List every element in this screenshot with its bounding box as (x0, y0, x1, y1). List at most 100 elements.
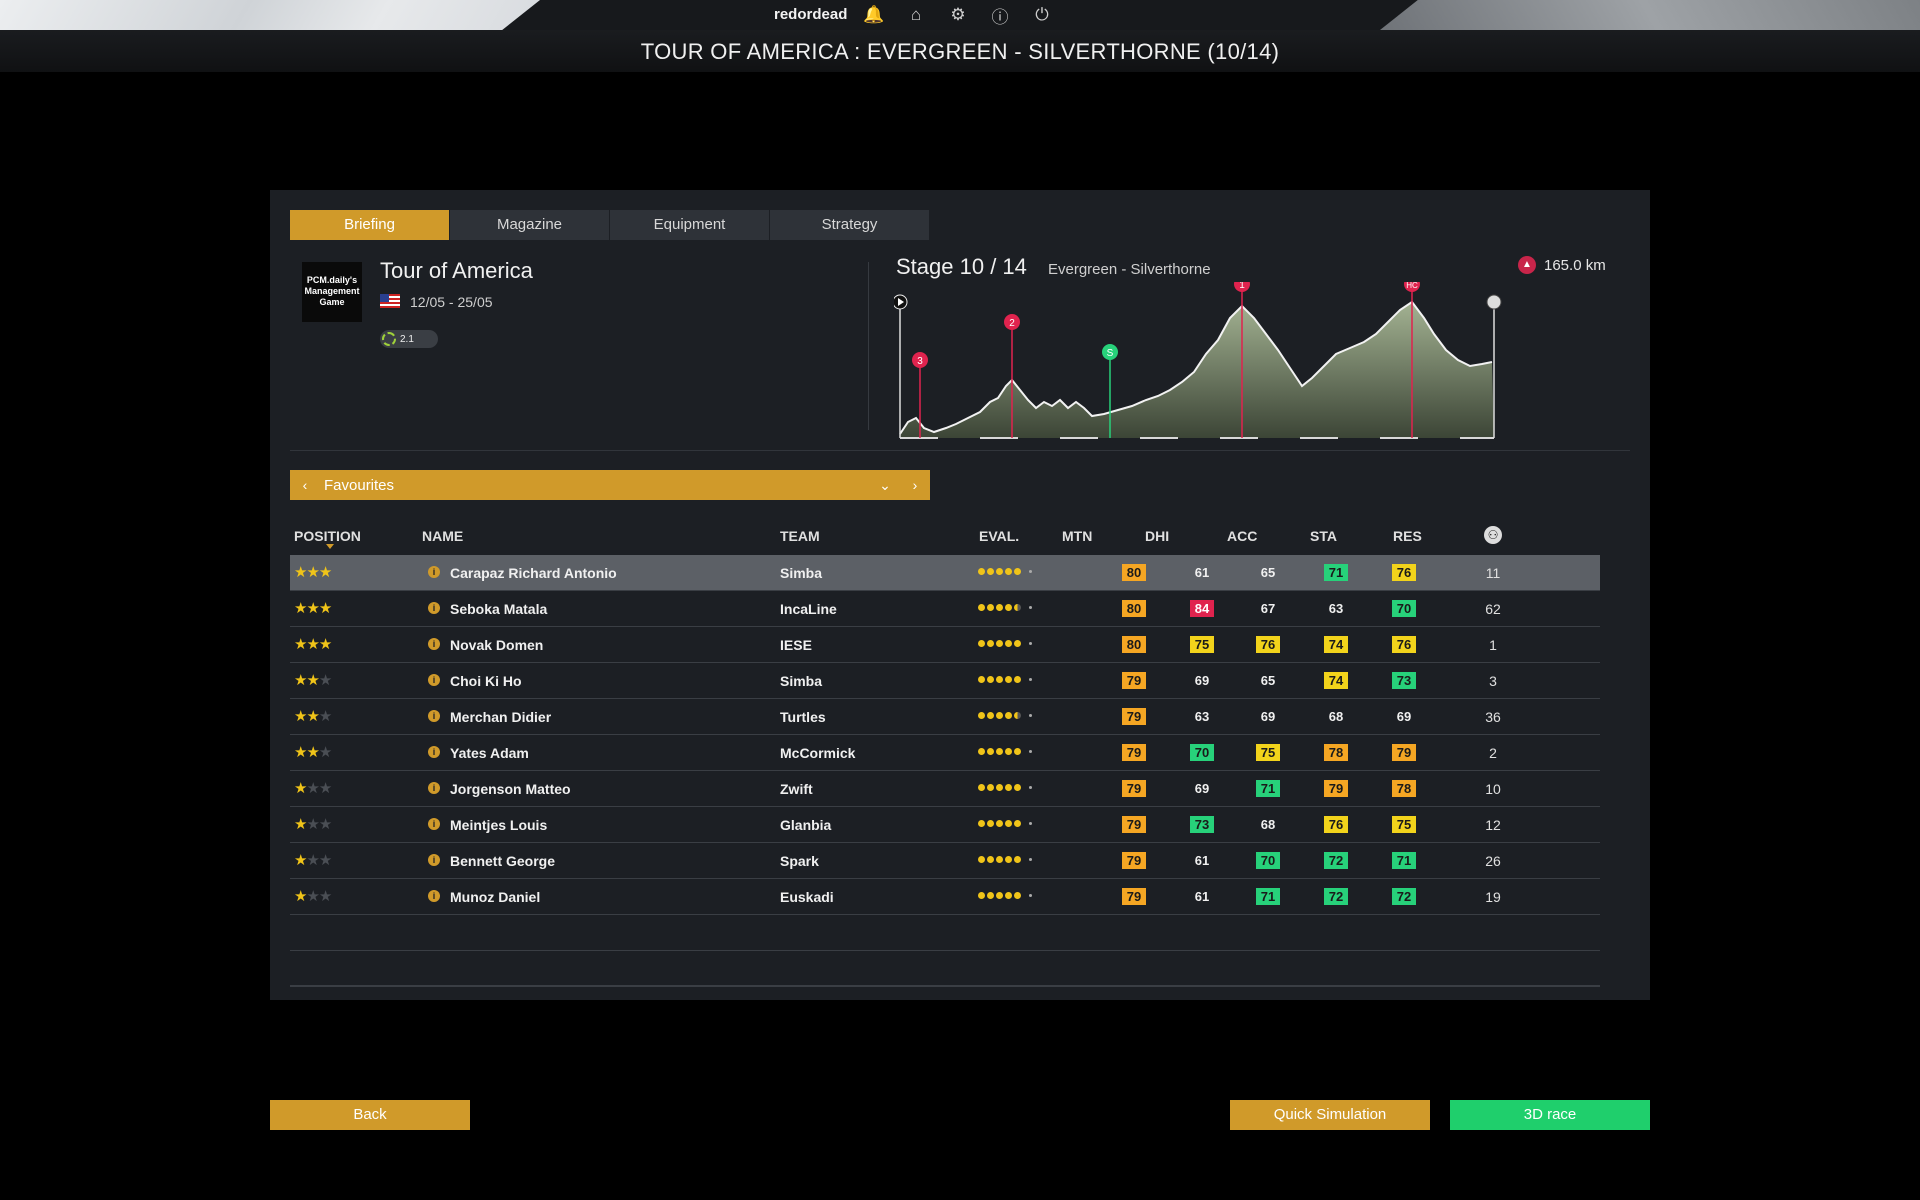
eval-dot (978, 712, 985, 719)
stat-sta: 78 (1324, 744, 1348, 761)
stage-profile-chart[interactable]: 3 2 S 1 HC (894, 282, 1594, 442)
home-icon[interactable]: ⌂ (910, 5, 922, 24)
stat-dhi: 61 (1194, 889, 1210, 904)
star-icon: ★ (294, 852, 307, 869)
stat-sta: 79 (1324, 780, 1348, 797)
rider-info-icon[interactable]: i (428, 854, 440, 866)
rider-name[interactable]: Meintjes Louis (450, 817, 548, 833)
table-row[interactable]: ★★★ i Bennett George Spark 79 61 70 72 71 26 (290, 843, 1600, 879)
rider-name[interactable]: Novak Domen (450, 637, 544, 653)
chevron-left-icon[interactable]: ‹ (302, 477, 308, 493)
climb-marker-2[interactable] (1004, 314, 1020, 330)
eval-dot (1005, 604, 1012, 611)
stat-acc: 68 (1260, 817, 1276, 832)
eval-dot (1014, 604, 1021, 611)
rider-info-icon[interactable]: i (428, 674, 440, 686)
rider-team[interactable]: Euskadi (780, 889, 834, 905)
rider-team[interactable]: Simba (780, 673, 823, 689)
rider-team[interactable]: IESE (780, 637, 812, 653)
col-acc[interactable]: ACC (1227, 528, 1258, 544)
rider-info-icon[interactable]: i (428, 890, 440, 902)
rider-team[interactable]: Spark (780, 853, 819, 869)
col-res[interactable]: RES (1393, 528, 1422, 544)
evaluation-dots (978, 676, 1032, 683)
rider-team[interactable]: Zwift (780, 781, 813, 797)
rider-info-icon[interactable]: i (428, 818, 440, 830)
col-sta[interactable]: STA (1310, 528, 1337, 544)
tab-equipment[interactable]: Equipment (610, 210, 770, 240)
col-mtn[interactable]: MTN (1062, 528, 1093, 544)
climb-label-3: 3 (917, 356, 923, 367)
rider-team[interactable]: IncaLine (780, 601, 837, 617)
table-row[interactable]: ★★★ i Carapaz Richard Antonio Simba 80 61 65 71… (290, 555, 1600, 591)
eval-dot (987, 856, 994, 863)
rider-team[interactable]: Simba (780, 565, 823, 581)
rider-team[interactable]: Glanbia (780, 817, 832, 833)
star-icon: ★ (318, 564, 332, 581)
evaluation-dots (978, 748, 1032, 755)
back-button[interactable]: Back (270, 1100, 470, 1130)
stat-sta: 74 (1324, 672, 1348, 689)
eval-dot (987, 892, 994, 899)
3d-race-button[interactable]: 3D race (1450, 1100, 1650, 1130)
rider-name[interactable]: Bennett George (450, 853, 556, 869)
favourites-selector[interactable]: ‹ Favourites ⌄ › (290, 470, 930, 500)
col-team[interactable]: TEAM (780, 528, 820, 544)
chevron-down-icon[interactable]: ⌄ (879, 476, 891, 493)
rider-info-icon[interactable]: i (428, 782, 440, 794)
bell-icon[interactable]: 🔔 (863, 5, 885, 24)
rider-team[interactable]: Turtles (780, 709, 826, 725)
rider-info-icon[interactable]: i (428, 746, 440, 758)
col-name[interactable]: NAME (422, 528, 464, 544)
sprint-marker[interactable] (1102, 344, 1118, 360)
stat-mtn: 80 (1122, 636, 1146, 653)
star-icon: ★ (306, 636, 319, 653)
rider-icon[interactable]: ⚇ (1484, 526, 1502, 544)
rider-info-icon[interactable]: i (428, 710, 440, 722)
table-row[interactable]: ★★★ i Meintjes Louis Glanbia 79 73 68 76 75 12 (290, 807, 1600, 843)
table-row[interactable]: ★★★ i Choi Ki Ho Simba 79 69 65 74 73 3 (290, 663, 1600, 699)
stat-dhi: 69 (1194, 673, 1210, 688)
tab-strategy[interactable]: Strategy (770, 210, 930, 240)
rider-name[interactable]: Choi Ki Ho (450, 673, 522, 689)
rider-info-icon[interactable]: i (428, 566, 440, 578)
eval-dot (978, 676, 985, 683)
rider-name[interactable]: Jorgenson Matteo (450, 781, 571, 797)
gear-icon[interactable]: ⚙ (950, 5, 966, 24)
rider-name[interactable]: Yates Adam (450, 745, 529, 761)
col-dhi[interactable]: DHI (1145, 528, 1170, 544)
quick-simulation-button[interactable]: Quick Simulation (1230, 1100, 1430, 1130)
table-row[interactable]: ★★★ i Jorgenson Matteo Zwift 79 69 71 79 78 10 (290, 771, 1600, 807)
usa-flag-icon (380, 294, 400, 308)
table-row[interactable]: ★★★ i Munoz Daniel Euskadi 79 61 71 72 72 19 (290, 879, 1600, 915)
climb-marker-3[interactable] (912, 352, 928, 368)
page-title: TOUR OF AMERICA : EVERGREEN - SILVERTHOR… (640, 39, 1280, 64)
col-eval[interactable]: EVAL. (979, 528, 1020, 544)
star-icon: ★ (306, 708, 319, 725)
rider-name[interactable]: Merchan Didier (450, 709, 552, 725)
table-row[interactable]: ★★★ i Merchan Didier Turtles 79 63 69 68 69 36 (290, 699, 1600, 735)
finish-flag-icon (1486, 294, 1502, 310)
star-icon: ★ (318, 708, 332, 725)
rider-name[interactable]: Munoz Daniel (450, 889, 541, 905)
climb-marker-hc[interactable] (1404, 282, 1420, 292)
tab-magazine[interactable]: Magazine (450, 210, 610, 240)
eval-dot (987, 568, 994, 575)
eval-dot (996, 712, 1003, 719)
rider-name[interactable]: Carapaz Richard Antonio (450, 565, 617, 581)
rider-info-icon[interactable]: i (428, 638, 440, 650)
table-row[interactable]: ★★★ i Seboka Matala IncaLine 80 84 67 63 70 62 (290, 591, 1600, 627)
climb-label-2: 2 (1009, 318, 1015, 329)
rider-team[interactable]: McCormick (780, 745, 856, 761)
power-icon[interactable]: ⏻ (1035, 5, 1049, 24)
table-row[interactable]: ★★★ i Yates Adam McCormick 79 70 75 78 79 2 (290, 735, 1600, 771)
info-icon[interactable]: ⓘ (991, 7, 1009, 27)
col-position[interactable]: POSITION (294, 528, 361, 544)
rider-info-icon[interactable]: i (428, 602, 440, 614)
tab-briefing[interactable]: Briefing (290, 210, 450, 240)
rider-name[interactable]: Seboka Matala (450, 601, 548, 617)
table-row[interactable]: ★★★ i Novak Domen IESE 80 75 76 74 76 1 (290, 627, 1600, 663)
climb-marker-1[interactable] (1234, 282, 1250, 292)
chevron-right-icon[interactable]: › (912, 477, 918, 493)
username[interactable]: redordead (774, 6, 848, 23)
